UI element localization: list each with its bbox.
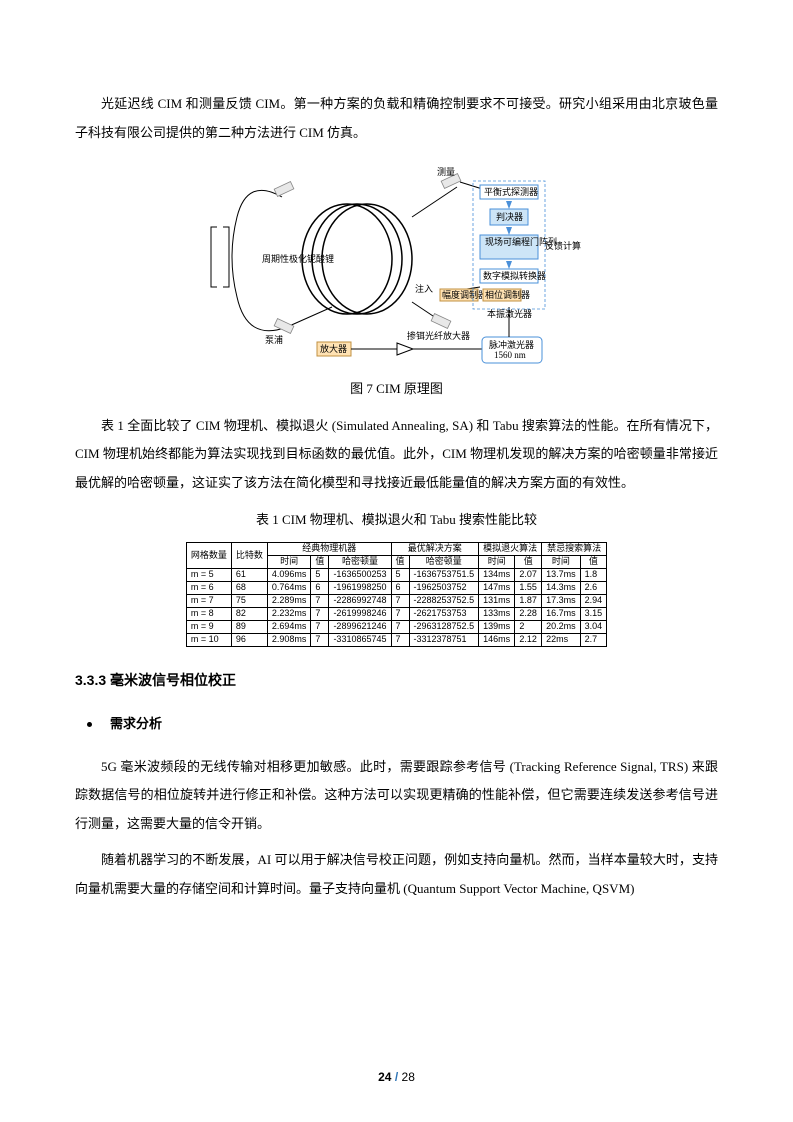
bullet-dot-icon — [87, 722, 92, 727]
cim-diagram: 周期性极化铌酸锂 泵浦 放大器 掺铒光纤放大器 脉冲激光器 1560 nm 测量… — [187, 157, 607, 367]
label-pump: 泵浦 — [265, 334, 283, 345]
th-cim: 经典物理机器 — [267, 543, 391, 556]
paragraph-ml: 随着机器学习的不断发展，AI 可以用于解决信号校正问题，例如支持向量机。然而，当… — [75, 846, 718, 903]
bullet-label: 需求分析 — [110, 710, 162, 739]
label-ampbox: 放大器 — [320, 343, 347, 354]
th-tabu: 禁忌搜索算法 — [542, 543, 607, 556]
label-inject: 注入 — [415, 283, 433, 294]
bullet-requirement: 需求分析 — [87, 710, 718, 739]
heading-3-3-3: 3.3.3 毫米波信号相位校正 — [75, 665, 718, 696]
table-row: m = 10962.908ms7-33108657457-33123787511… — [186, 634, 606, 647]
table-row: m = 5614.096ms5-16365002535-1636753751.5… — [186, 569, 606, 582]
table-row: m = 9892.694ms7-28996212467-2963128752.5… — [186, 621, 606, 634]
label-feedback: 反馈计算 — [545, 240, 581, 251]
label-detector: 平衡式探测器 — [484, 186, 538, 197]
label-ppln: 周期性极化铌酸锂 — [262, 253, 334, 264]
label-phasemod: 相位调制器 — [485, 289, 530, 300]
performance-table: 网格数量 比特数 经典物理机器 最优解决方案 模拟退火算法 禁忌搜索算法 时间 … — [186, 542, 607, 647]
th-opt: 最优解决方案 — [391, 543, 479, 556]
label-decision: 判决器 — [496, 211, 523, 222]
th-sa: 模拟退火算法 — [479, 543, 542, 556]
table-row: m = 6680.764ms6-19619982506-196250375214… — [186, 582, 606, 595]
th-bits: 比特数 — [231, 543, 267, 569]
label-ampmod: 幅度调制器 — [442, 289, 487, 300]
label-localosc: 本振激光器 — [487, 308, 532, 319]
paragraph-5g: 5G 毫米波频段的无线传输对相移更加敏感。此时，需要跟踪参考信号 (Tracki… — [75, 753, 718, 839]
label-pulselaser1: 脉冲激光器 — [489, 339, 534, 350]
table-row: m = 8822.232ms7-26199982467-262175375313… — [186, 608, 606, 621]
label-measure: 测量 — [437, 167, 455, 177]
table-caption-1: 表 1 CIM 物理机、模拟退火和 Tabu 搜索性能比较 — [75, 506, 718, 535]
table-row: m = 7752.289ms7-22869927487-2288253752.5… — [186, 595, 606, 608]
figure-caption-7: 图 7 CIM 原理图 — [75, 375, 718, 404]
page-number: 24 / 28 — [0, 1064, 793, 1090]
paragraph-table-intro: 表 1 全面比较了 CIM 物理机、模拟退火 (Simulated Anneal… — [75, 412, 718, 498]
label-dac: 数字模拟转换器 — [483, 270, 546, 281]
label-pulselaser2: 1560 nm — [494, 350, 526, 360]
paragraph-intro: 光延迟线 CIM 和测量反馈 CIM。第一种方案的负载和精确控制要求不可接受。研… — [75, 90, 718, 147]
label-edfa: 掺铒光纤放大器 — [407, 330, 470, 341]
th-grid: 网格数量 — [186, 543, 231, 569]
